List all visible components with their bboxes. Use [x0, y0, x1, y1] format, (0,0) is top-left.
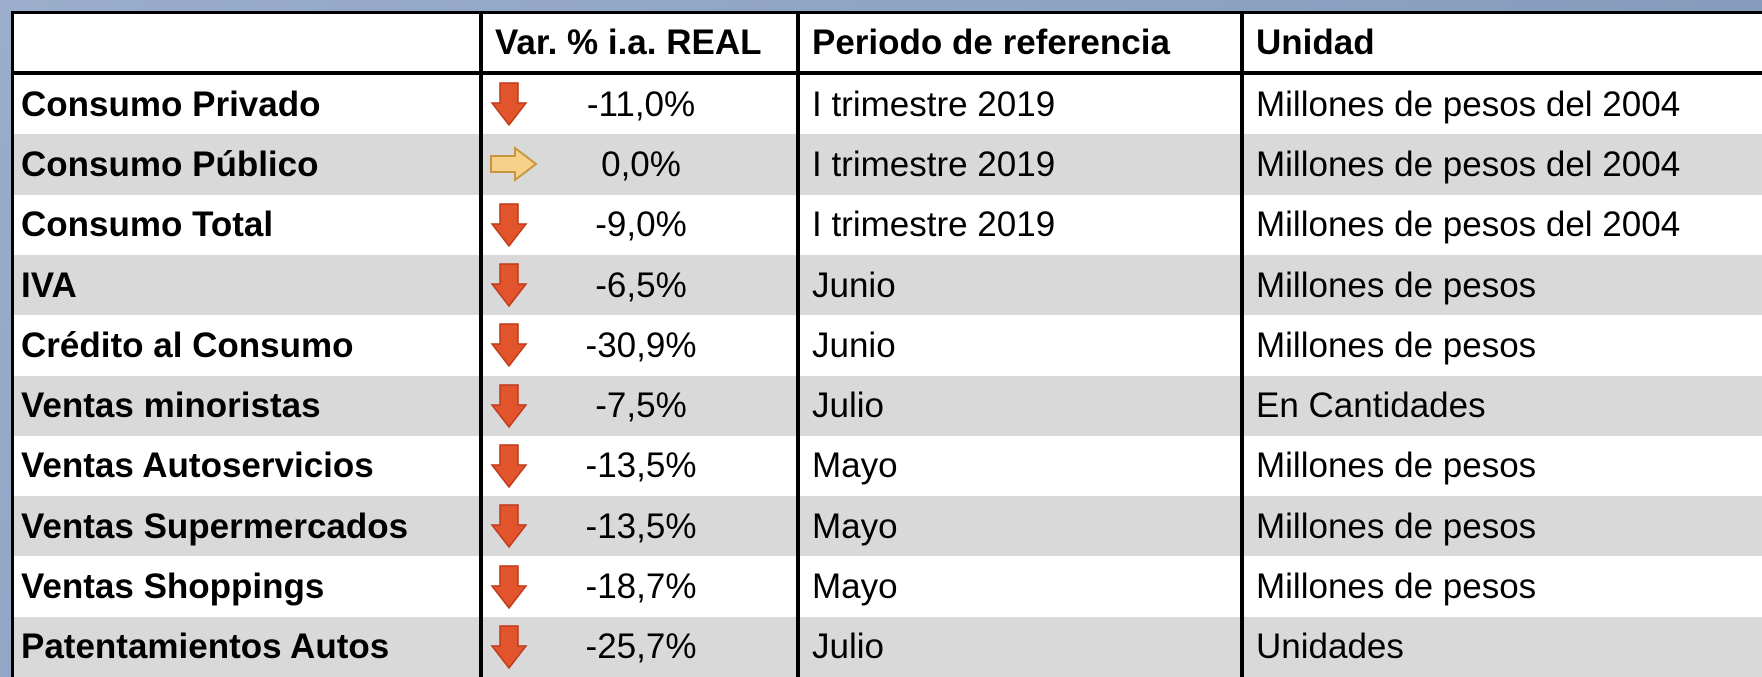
row-label: Ventas Supermercados — [21, 506, 409, 546]
unit-cell: Millones de pesos — [1256, 265, 1537, 305]
row-band — [11, 496, 1762, 557]
trend-icon — [489, 134, 544, 194]
down-arrow-icon — [490, 504, 528, 549]
unit-cell: Millones de pesos — [1256, 506, 1537, 546]
period-cell: I trimestre 2019 — [812, 84, 1056, 124]
down-arrow-icon — [490, 263, 528, 308]
down-arrow-icon — [490, 202, 528, 247]
unit-cell: Millones de pesos — [1256, 446, 1537, 486]
row-label: Consumo Total — [21, 205, 274, 245]
period-cell: Julio — [812, 386, 884, 426]
trend-icon — [489, 436, 544, 496]
unit-cell: Millones de pesos del 2004 — [1256, 144, 1681, 184]
down-arrow-icon — [490, 323, 528, 368]
unit-cell: En Cantidades — [1256, 386, 1486, 426]
header-cell: Var. % i.a. REAL — [495, 23, 762, 62]
header-cell: Unidad — [1256, 23, 1375, 62]
header-cell: Periodo de referencia — [812, 23, 1170, 62]
unit-cell: Millones de pesos del 2004 — [1256, 205, 1681, 245]
period-cell: I trimestre 2019 — [812, 144, 1056, 184]
down-arrow-icon — [490, 564, 528, 609]
period-cell: Junio — [812, 325, 896, 365]
row-label: Ventas Shoppings — [21, 567, 325, 607]
down-arrow-icon — [490, 383, 528, 428]
unit-cell: Unidades — [1256, 627, 1404, 667]
row-label: Consumo Público — [21, 144, 319, 184]
row-band — [11, 616, 1762, 677]
trend-icon — [489, 315, 544, 375]
variation-value: 0,0% — [601, 144, 681, 184]
trend-icon — [489, 376, 544, 436]
period-cell: Junio — [812, 265, 896, 305]
table-top-border — [11, 11, 1762, 14]
trend-icon — [489, 556, 544, 616]
row-label: Patentamientos Autos — [21, 627, 390, 667]
down-arrow-icon — [490, 444, 528, 489]
variation-value: -6,5% — [595, 265, 687, 305]
variation-value: -7,5% — [595, 386, 687, 426]
row-label: IVA — [21, 265, 77, 305]
row-band — [11, 134, 1762, 195]
unit-cell: Millones de pesos — [1256, 325, 1537, 365]
row-label: Ventas minoristas — [21, 386, 321, 426]
row-label: Consumo Privado — [21, 84, 321, 124]
period-cell: Mayo — [812, 567, 898, 607]
column-border — [1240, 11, 1244, 677]
column-border — [479, 11, 483, 677]
period-cell: Mayo — [812, 446, 898, 486]
trend-icon — [489, 496, 544, 556]
row-band — [11, 254, 1762, 316]
unit-cell: Millones de pesos del 2004 — [1256, 84, 1681, 124]
trend-icon — [489, 255, 544, 315]
right-arrow-icon — [490, 146, 538, 183]
unit-cell: Millones de pesos — [1256, 567, 1537, 607]
row-label: Crédito al Consumo — [21, 325, 354, 365]
period-cell: I trimestre 2019 — [812, 205, 1056, 245]
period-cell: Mayo — [812, 506, 898, 546]
row-band — [11, 375, 1762, 436]
down-arrow-icon — [490, 82, 528, 127]
table-left-border — [11, 11, 14, 677]
period-cell: Julio — [812, 627, 884, 667]
trend-icon — [489, 195, 544, 255]
trend-icon — [489, 74, 544, 134]
header-border — [11, 71, 1762, 75]
trend-icon — [489, 617, 544, 677]
variation-value: -25,7% — [585, 627, 697, 667]
variation-value: -18,7% — [585, 567, 697, 607]
variation-value: -13,5% — [585, 446, 697, 486]
variation-value: -13,5% — [585, 506, 697, 546]
variation-value: -11,0% — [586, 84, 696, 124]
down-arrow-icon — [490, 625, 528, 670]
variation-value: -9,0% — [595, 205, 687, 245]
row-label: Ventas Autoservicios — [21, 446, 374, 486]
column-border — [796, 11, 800, 677]
variation-value: -30,9% — [585, 325, 697, 365]
data-table: Var. % i.a. REAL Periodo de referencia Uni… — [11, 11, 1762, 677]
